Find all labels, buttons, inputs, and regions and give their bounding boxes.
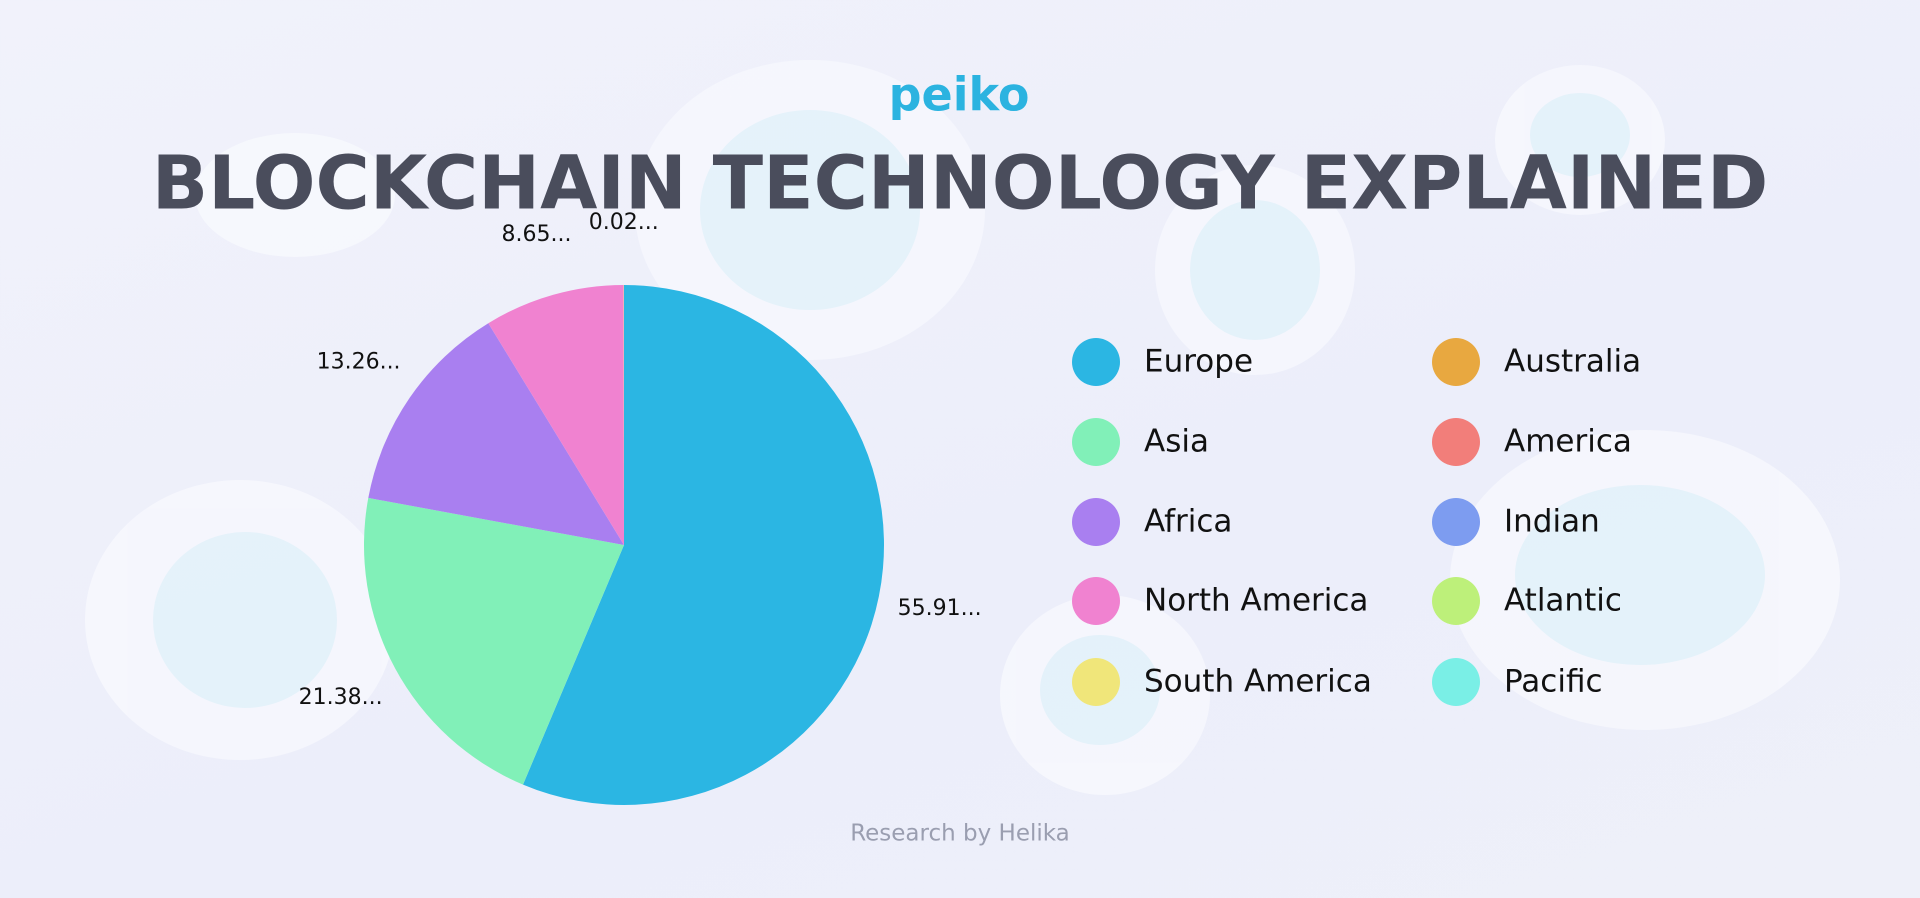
pie-slice [488, 285, 624, 545]
legend-label: America [1504, 424, 1632, 460]
legend-swatch [1432, 577, 1480, 625]
data-label: 55.91... [898, 596, 982, 621]
legend-label: Atlantic [1504, 583, 1622, 619]
legend-swatch [1432, 418, 1480, 466]
footer: Research by Helika [850, 821, 1070, 847]
legend-swatch [1432, 338, 1480, 386]
pie-slice [368, 323, 624, 545]
chart-title: BLOCKCHAIN TECHNOLOGY EXPLAINED [152, 141, 1769, 227]
legend-label: North America [1144, 583, 1368, 619]
legend-label: Pacific [1504, 664, 1603, 700]
data-label: 21.38... [299, 685, 383, 710]
legend-label: South America [1144, 664, 1372, 700]
legend-swatch [1072, 498, 1120, 546]
legend-label: Indian [1504, 504, 1600, 540]
legend-swatch [1072, 338, 1120, 386]
pie-slice [523, 285, 885, 805]
pie-slice [364, 497, 624, 785]
legend-label: Australia [1504, 344, 1641, 380]
legend-swatch [1072, 418, 1120, 466]
legend-label: Africa [1144, 504, 1232, 540]
legend-swatch [1072, 577, 1120, 625]
legend-label: Europe [1144, 344, 1253, 380]
decoration [85, 60, 1840, 795]
legend-swatch [1072, 658, 1120, 706]
data-label: 0.02... [589, 210, 659, 235]
legend-swatch [1432, 498, 1480, 546]
data-label: 8.65... [502, 222, 572, 247]
data-label: 13.26... [317, 350, 401, 375]
legend-label: Asia [1144, 424, 1209, 460]
logo: peiko [889, 68, 1030, 122]
legend-swatch [1432, 658, 1480, 706]
